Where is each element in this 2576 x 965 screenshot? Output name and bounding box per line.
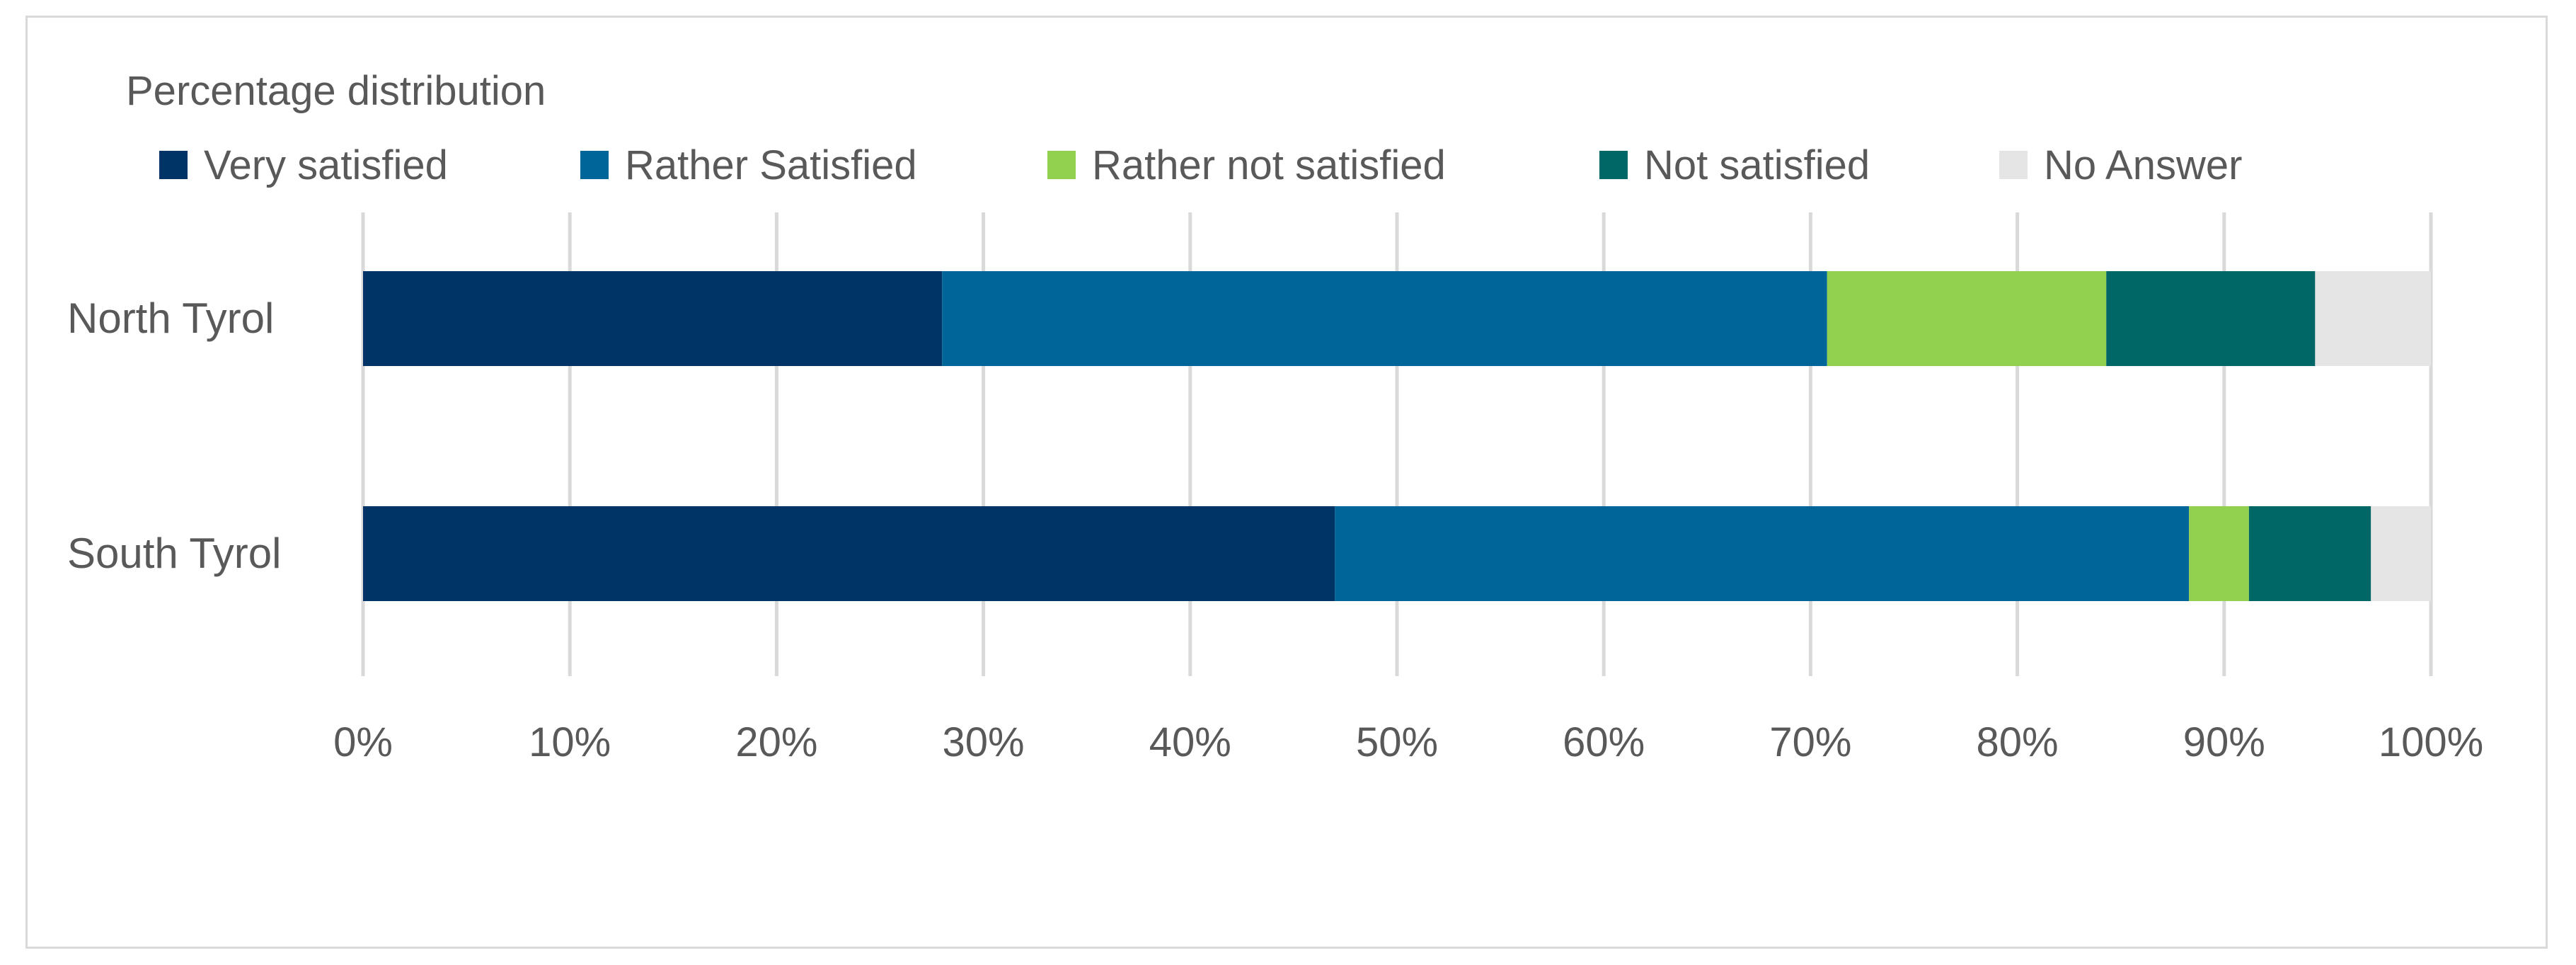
legend-swatch (580, 151, 609, 179)
legend-swatch (1047, 151, 1076, 179)
legend-label: Rather not satisfied (1092, 142, 1446, 188)
x-tick-label: 0% (333, 719, 393, 765)
x-tick-label: 60% (1563, 719, 1645, 765)
bar-segment (2248, 506, 2371, 601)
legend-label: No Answer (2044, 142, 2242, 188)
bar-segment (2371, 506, 2431, 601)
x-tick-label: 100% (2379, 719, 2483, 765)
legend-swatch (1599, 151, 1628, 179)
bar-segment (363, 271, 943, 366)
legend-item: No Answer (1999, 142, 2242, 188)
legend-item: Not satisfied (1599, 142, 1870, 188)
legend-item: Very satisfied (159, 142, 448, 188)
x-tick-label: 10% (529, 719, 611, 765)
category-label: North Tyrol (67, 295, 274, 342)
legend: Very satisfied Rather Satisfied Rather not… (159, 142, 2242, 188)
x-tick-label: 30% (943, 719, 1025, 765)
x-tick-label: 50% (1356, 719, 1438, 765)
bar-segment (2106, 271, 2316, 366)
bar-segment (2189, 506, 2249, 601)
legend-label: Very satisfied (204, 142, 448, 188)
legend-swatch (159, 151, 188, 179)
legend-label: Not satisfied (1644, 142, 1870, 188)
x-axis-tick-labels: 0% 10% 20% 30% 40% 50% 60% 70% 80% 90% 100% (333, 719, 2483, 765)
x-tick-label: 70% (1769, 719, 1851, 765)
x-tick-label: 20% (735, 719, 817, 765)
bar-segment (1827, 271, 2107, 366)
bar-segment (1335, 506, 2190, 601)
bars (363, 271, 2431, 601)
x-tick-label: 80% (1977, 719, 2059, 765)
chart-title: Percentage distribution (126, 68, 546, 114)
legend-item: Rather not satisfied (1047, 142, 1446, 188)
bar-segment (2315, 271, 2431, 366)
bar-segment (942, 271, 1827, 366)
x-tick-label: 40% (1149, 719, 1231, 765)
x-tick-label: 90% (2183, 719, 2265, 765)
legend-swatch (1999, 151, 2028, 179)
category-labels: North Tyrol South Tyrol (67, 295, 281, 577)
legend-item: Rather Satisfied (580, 142, 917, 188)
chart-frame (25, 16, 2548, 949)
category-label: South Tyrol (67, 530, 281, 577)
bar-segment (363, 506, 1335, 601)
legend-label: Rather Satisfied (625, 142, 917, 188)
